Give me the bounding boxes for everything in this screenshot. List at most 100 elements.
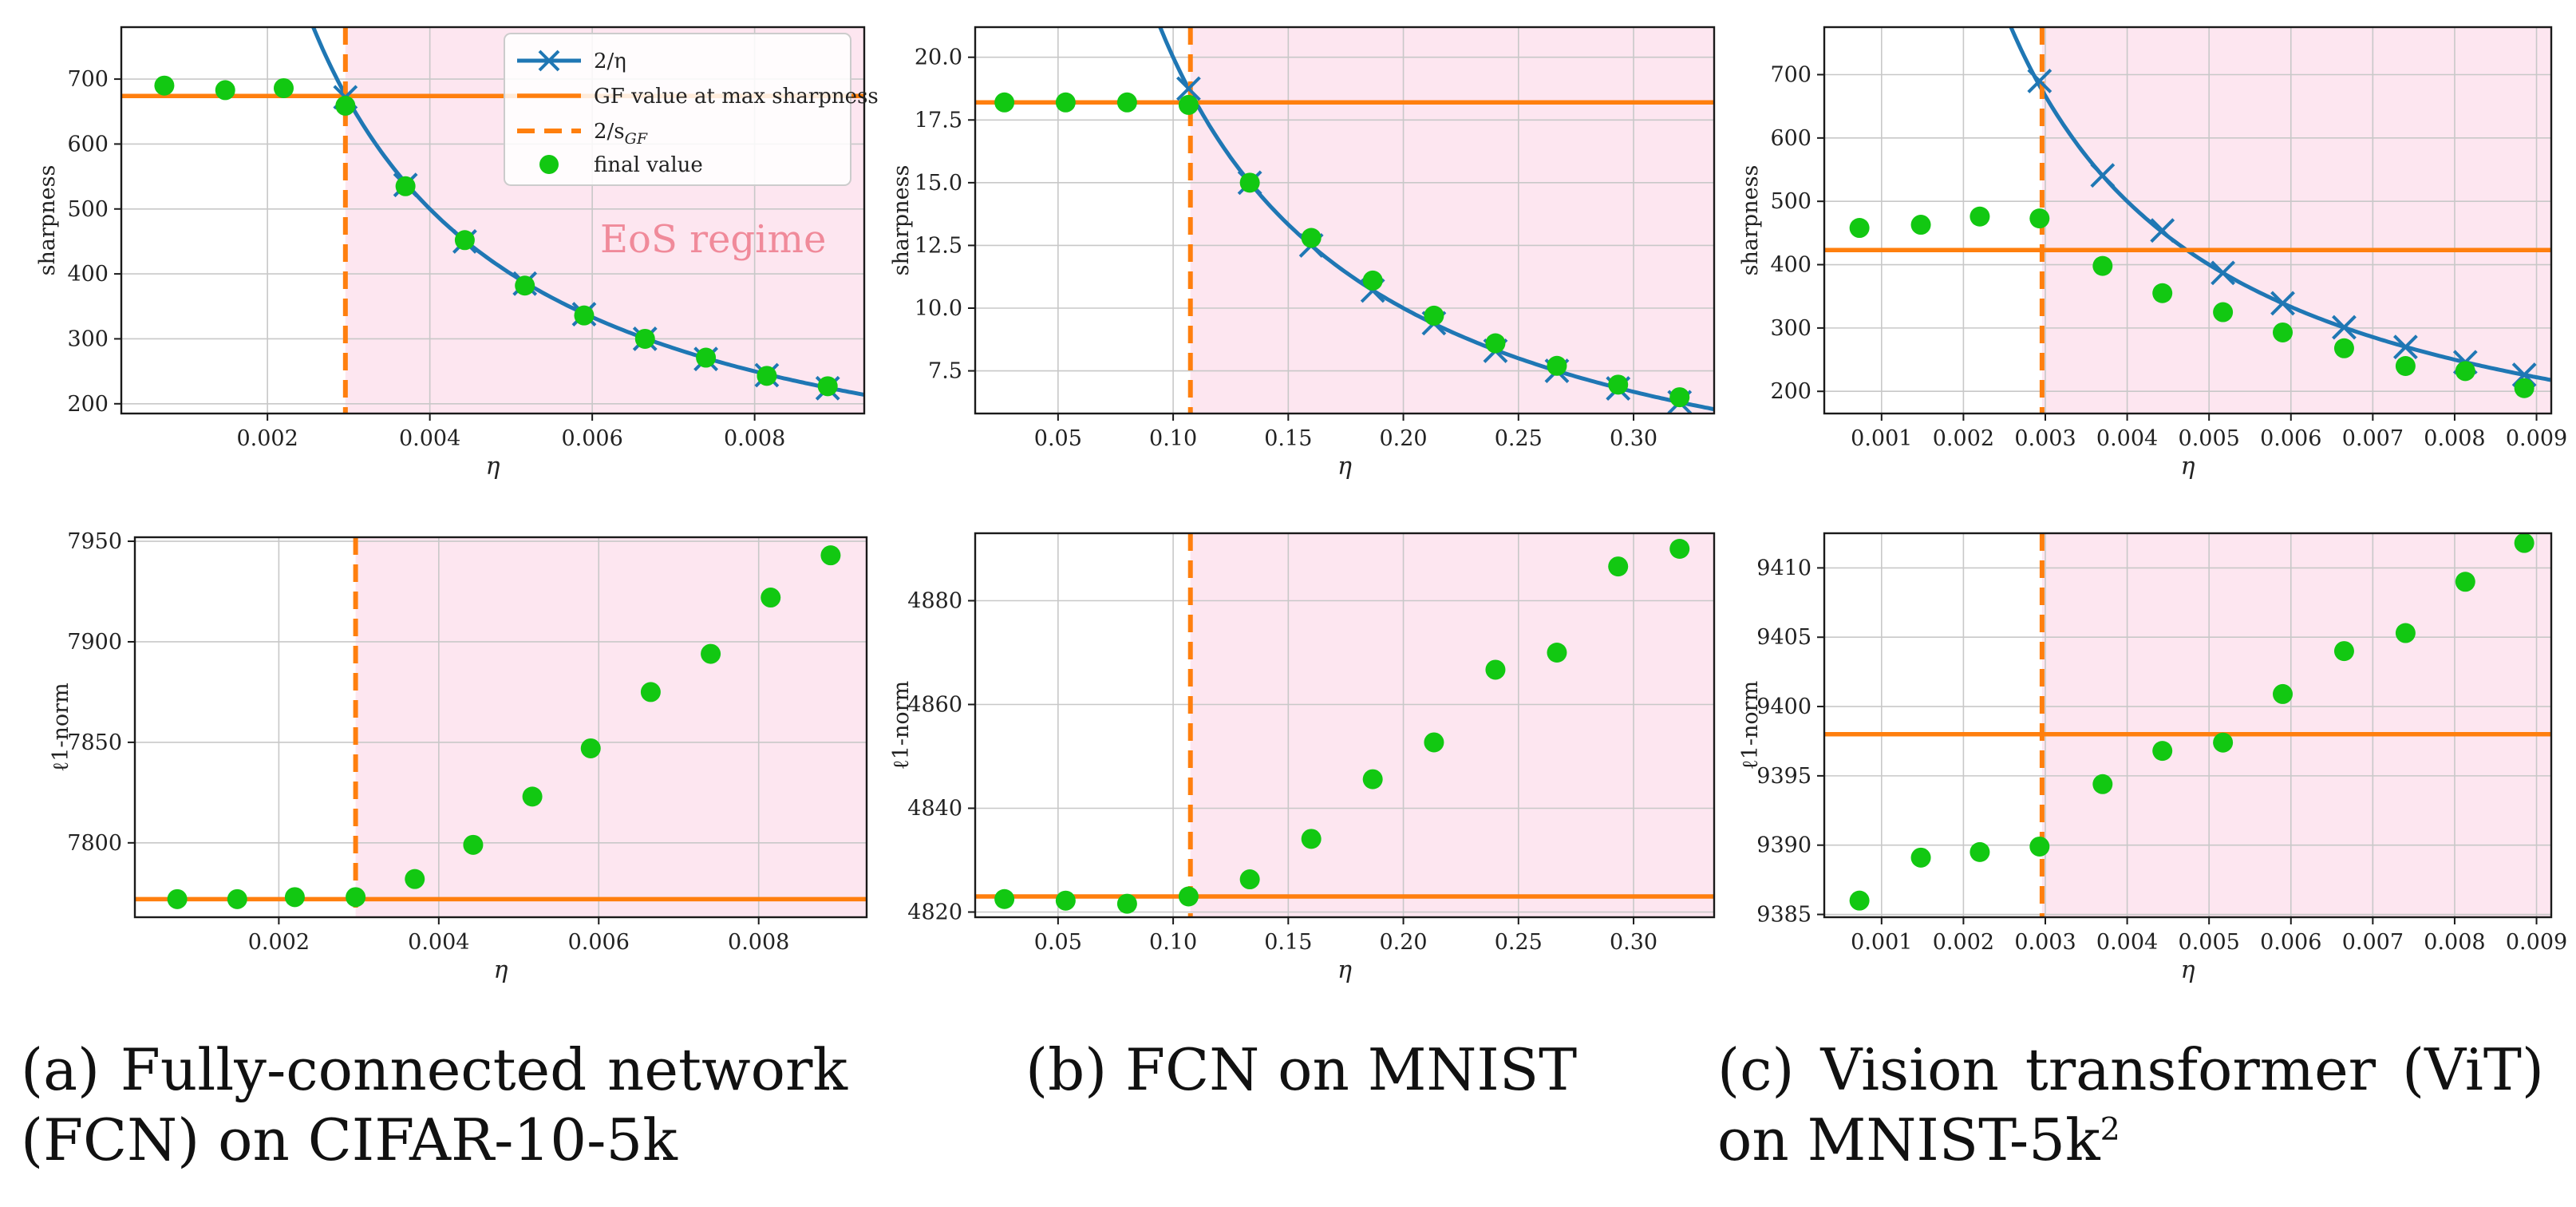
final-value-point bbox=[346, 887, 366, 908]
y-tick-label: 7900 bbox=[67, 630, 122, 655]
caption-c-line-2: on MNIST-5k bbox=[1717, 1106, 2100, 1173]
y-tick-label: 300 bbox=[1770, 316, 1811, 341]
final-value-point bbox=[761, 588, 781, 608]
final-value-point bbox=[463, 834, 484, 855]
axes-frame bbox=[974, 26, 1716, 415]
final-value-point bbox=[994, 92, 1015, 113]
y-axis-label: sharpness bbox=[889, 165, 914, 276]
curve-marker bbox=[2392, 334, 2418, 360]
x-tick-label: 0.008 bbox=[728, 930, 789, 955]
caption-b-text: (b) FCN on MNIST bbox=[1025, 1036, 1578, 1103]
final-value-point bbox=[1547, 355, 1567, 376]
eos-region bbox=[355, 537, 867, 917]
final-value-point bbox=[574, 305, 595, 326]
x-tick-label: 0.20 bbox=[1379, 426, 1427, 451]
final-value-point bbox=[640, 682, 661, 702]
legend-cross-marker bbox=[538, 49, 560, 72]
axes-frame bbox=[974, 532, 1716, 919]
y-axis-label: ℓ1-norm bbox=[1738, 681, 1763, 770]
x-tick-label: 0.008 bbox=[724, 426, 785, 451]
x-tick-label: 0.009 bbox=[2506, 930, 2567, 955]
x-tick-label: 0.05 bbox=[1034, 426, 1082, 451]
x-axis-label: η bbox=[1337, 956, 1352, 984]
final-value-point bbox=[1910, 847, 1931, 868]
final-value-point bbox=[454, 230, 475, 251]
x-tick-label: 0.004 bbox=[2096, 930, 2158, 955]
final-value-point bbox=[2029, 208, 2050, 229]
y-tick-label: 9395 bbox=[1756, 764, 1811, 789]
x-tick-label: 0.002 bbox=[248, 930, 310, 955]
y-axis-label: ℓ1-norm bbox=[889, 681, 914, 770]
final-value-point bbox=[2213, 732, 2234, 753]
x-tick-label: 0.003 bbox=[2014, 426, 2076, 451]
eos-region bbox=[1190, 27, 1714, 414]
final-value-point bbox=[1910, 215, 1931, 235]
final-value-point bbox=[2152, 741, 2173, 762]
eos-region bbox=[1190, 533, 1714, 917]
y-tick-label: 700 bbox=[67, 67, 109, 92]
x-tick-label: 0.05 bbox=[1034, 930, 1082, 955]
final-value-point bbox=[1055, 890, 1076, 911]
caption-a: (a) Fully-connected network (FCN) on CIF… bbox=[21, 1035, 847, 1175]
legend-box bbox=[504, 33, 851, 186]
final-value-point bbox=[1608, 374, 1629, 395]
x-tick-label: 0.004 bbox=[399, 426, 460, 451]
x-tick-label: 0.007 bbox=[2342, 426, 2404, 451]
y-tick-label: 17.5 bbox=[915, 108, 962, 133]
x-axis-label: η bbox=[486, 453, 500, 481]
final-value-point bbox=[1362, 769, 1383, 789]
x-tick-label: 0.25 bbox=[1495, 930, 1543, 955]
y-tick-label: 500 bbox=[67, 197, 109, 222]
legend-label-gf: GF value at max sharpness bbox=[594, 85, 879, 109]
final-value-point bbox=[757, 366, 777, 386]
final-value-point bbox=[1970, 841, 1990, 862]
x-tick-label: 0.25 bbox=[1495, 426, 1543, 451]
curve-marker bbox=[2027, 69, 2053, 93]
final-value-point bbox=[215, 80, 235, 101]
y-tick-label: 20.0 bbox=[915, 46, 962, 70]
plot-area-a-sharpness bbox=[121, 27, 864, 414]
axes-frame bbox=[1823, 26, 2553, 415]
final-value-point bbox=[1424, 732, 1444, 753]
two-over-eta-curve bbox=[310, 27, 864, 397]
caption-c-superscript: 2 bbox=[2100, 1111, 2120, 1148]
final-value-point bbox=[1178, 886, 1199, 907]
final-value-point bbox=[522, 786, 543, 807]
final-value-point bbox=[696, 347, 717, 368]
legend-label-final: final value bbox=[594, 153, 703, 177]
plot-area-b-l1norm bbox=[975, 533, 1714, 917]
x-tick-label: 0.005 bbox=[2179, 930, 2240, 955]
final-value-point bbox=[1669, 387, 1690, 408]
x-tick-label: 0.004 bbox=[2096, 426, 2158, 451]
final-value-point bbox=[2152, 283, 2173, 303]
final-value-point bbox=[2514, 378, 2535, 398]
y-tick-label: 7800 bbox=[67, 831, 122, 856]
x-axis-label: η bbox=[2181, 453, 2195, 481]
x-tick-label: 0.001 bbox=[1851, 930, 1912, 955]
panel-b-sharpness: 0.05 0.10 0.15 0.20 0.25 0.30 7.5 10.0 12.5 15.0 1… bbox=[889, 26, 1716, 481]
legend-label-curve: 2/η bbox=[594, 49, 626, 73]
final-value-point bbox=[1301, 228, 1322, 248]
y-tick-label: 200 bbox=[1770, 379, 1811, 404]
final-value-point bbox=[1608, 556, 1629, 577]
final-value-point bbox=[395, 176, 416, 196]
final-value-point bbox=[2029, 836, 2050, 857]
final-value-point bbox=[2333, 641, 2354, 662]
legend-green-dot bbox=[539, 155, 559, 174]
y-tick-label: 7850 bbox=[67, 730, 122, 755]
eos-regime-label: EoS regime bbox=[600, 217, 826, 262]
axes-frame bbox=[1823, 532, 2553, 919]
final-value-point bbox=[273, 77, 294, 98]
final-value-point bbox=[1485, 659, 1506, 680]
plot-area-b-sharpness bbox=[975, 27, 1714, 414]
caption-a-word-1: (a) bbox=[21, 1036, 101, 1103]
x-tick-label: 0.15 bbox=[1264, 426, 1312, 451]
final-value-point bbox=[1239, 172, 1260, 193]
x-tick-label: 0.008 bbox=[2424, 930, 2485, 955]
x-tick-label: 0.006 bbox=[2260, 426, 2321, 451]
final-value-point bbox=[2092, 255, 2113, 276]
x-tick-label: 0.10 bbox=[1149, 426, 1197, 451]
caption-c-word-2: Vision bbox=[1820, 1036, 1999, 1103]
x-tick-label: 0.008 bbox=[2424, 426, 2485, 451]
